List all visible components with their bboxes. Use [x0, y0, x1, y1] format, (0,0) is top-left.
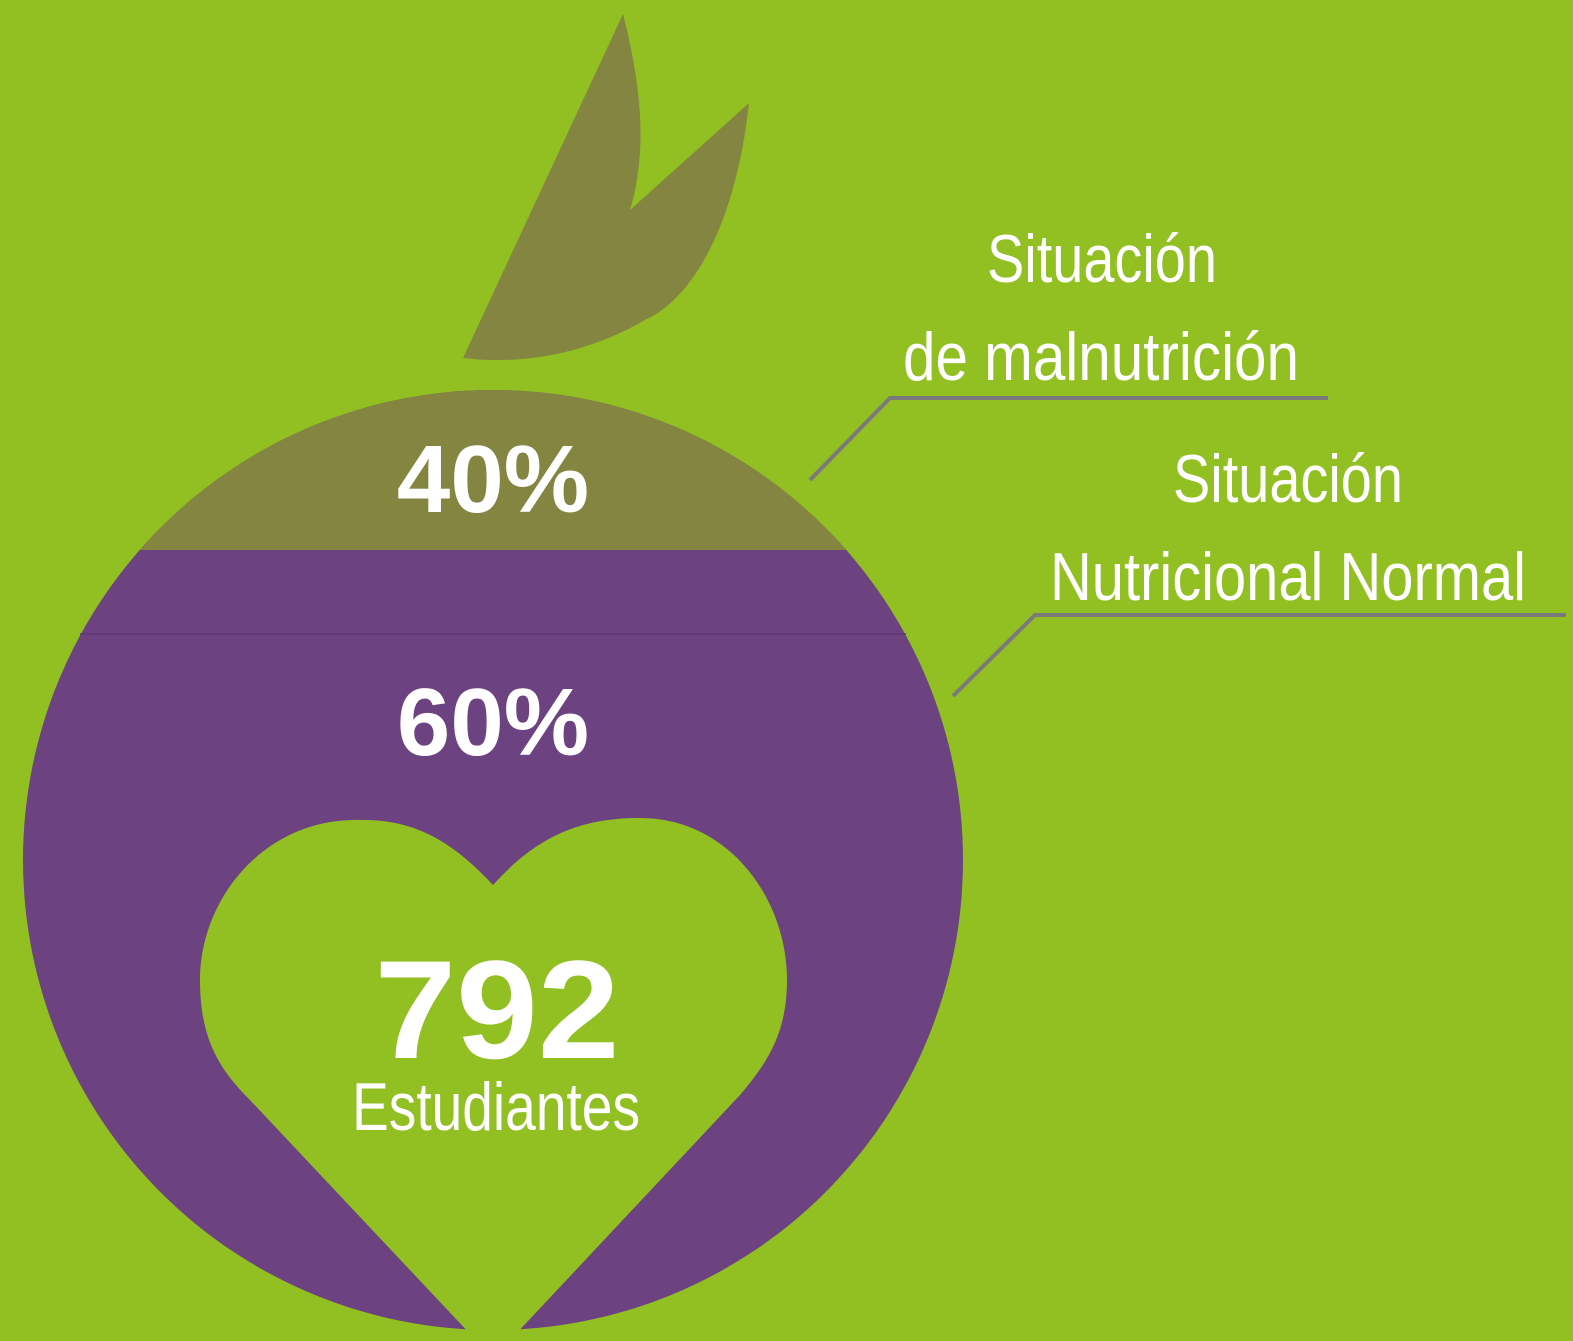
leader-line	[951, 613, 1566, 698]
leaf	[463, 14, 749, 361]
total-label: Estudiantes	[352, 1069, 640, 1145]
segment-label: Nutricional Normal	[1050, 539, 1526, 615]
top-segment	[139, 390, 847, 550]
heart	[200, 818, 787, 1336]
total-number: 792	[375, 931, 620, 1088]
segment-label: Situación	[1173, 441, 1403, 517]
segment-label: Situación	[987, 221, 1217, 297]
segment-label: de malnutrición	[903, 319, 1299, 395]
percent-label: 60%	[397, 669, 589, 776]
percent-label: 40%	[397, 426, 589, 533]
leader-line	[808, 396, 1328, 482]
